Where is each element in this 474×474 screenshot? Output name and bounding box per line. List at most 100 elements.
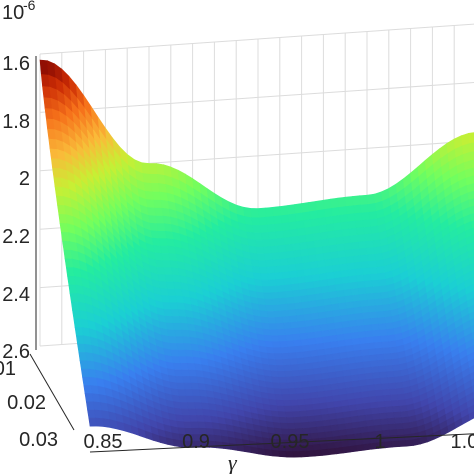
surface-patch bbox=[277, 244, 287, 254]
surface-patch bbox=[286, 257, 296, 266]
surface-patch bbox=[334, 229, 344, 239]
surface bbox=[39, 59, 474, 458]
surface-patch bbox=[267, 223, 277, 233]
surface-patch bbox=[293, 295, 303, 304]
surface-patch bbox=[471, 159, 474, 169]
surface-patch bbox=[294, 256, 304, 265]
surface-patch bbox=[320, 238, 330, 248]
surface-patch bbox=[470, 213, 474, 222]
surface-patch bbox=[275, 278, 285, 287]
surface-patch bbox=[306, 374, 316, 382]
surface-patch bbox=[367, 348, 377, 356]
surface-patch bbox=[469, 371, 474, 381]
surface-patch bbox=[270, 291, 280, 300]
surface-patch bbox=[316, 209, 326, 219]
surface-patch bbox=[274, 316, 284, 325]
surface-patch bbox=[348, 275, 358, 284]
surface-patch bbox=[337, 250, 347, 259]
surface-patch bbox=[364, 280, 373, 289]
surface-patch bbox=[281, 394, 291, 401]
surface-patch bbox=[276, 284, 286, 293]
surface-patch bbox=[309, 385, 318, 394]
surface-patch bbox=[295, 212, 305, 223]
surface-patch bbox=[261, 239, 271, 248]
surface-patch bbox=[379, 412, 388, 420]
surface-patch bbox=[401, 416, 410, 424]
surface-patch bbox=[367, 253, 377, 262]
surface-patch bbox=[403, 428, 412, 436]
surface-patch bbox=[339, 263, 349, 272]
surface-patch bbox=[332, 214, 342, 225]
surface-patch bbox=[270, 370, 280, 378]
surface-patch bbox=[303, 313, 313, 322]
surface-patch bbox=[375, 304, 385, 313]
surface-patch bbox=[282, 229, 292, 239]
surface-patch bbox=[338, 206, 348, 216]
surface-patch bbox=[294, 387, 304, 395]
surface-patch bbox=[150, 183, 161, 193]
surface-patch bbox=[280, 214, 290, 224]
surface-patch bbox=[377, 317, 387, 325]
surface-patch bbox=[161, 253, 171, 261]
surface-patch bbox=[467, 248, 474, 259]
surface-patch bbox=[269, 238, 279, 247]
surface-patch bbox=[282, 358, 292, 366]
surface-patch bbox=[324, 430, 334, 439]
surface-patch bbox=[391, 358, 401, 366]
surface-patch bbox=[268, 279, 278, 287]
surface-patch bbox=[397, 393, 407, 401]
surface-patch bbox=[383, 310, 393, 318]
surface-patch bbox=[280, 264, 290, 273]
z-multiplier-exponent: -6 bbox=[23, 0, 36, 13]
surface-patch bbox=[465, 234, 474, 246]
surface-patch bbox=[470, 151, 474, 161]
surface-patch bbox=[291, 283, 301, 292]
surface-patch bbox=[395, 423, 404, 430]
surface-patch bbox=[361, 261, 371, 269]
surface-patch bbox=[298, 234, 308, 244]
surface-patch bbox=[334, 447, 344, 455]
surface-patch bbox=[341, 276, 351, 285]
surface-patch bbox=[277, 370, 287, 378]
surface-patch bbox=[373, 335, 382, 344]
surface-patch bbox=[367, 299, 376, 307]
surface-patch bbox=[362, 318, 372, 326]
surface-patch bbox=[257, 207, 267, 219]
surface-patch bbox=[286, 417, 295, 424]
surface-patch bbox=[384, 441, 393, 449]
surface-patch bbox=[276, 237, 286, 247]
surface-patch bbox=[348, 227, 358, 237]
surface-patch bbox=[153, 199, 163, 209]
surface-patch bbox=[370, 273, 380, 282]
surface-patch bbox=[148, 163, 158, 175]
surface-patch bbox=[298, 404, 307, 412]
y-tick-label: 0.03 bbox=[19, 429, 58, 451]
surface-patch bbox=[304, 398, 313, 406]
surface-patch bbox=[255, 246, 265, 255]
surface-patch bbox=[290, 235, 300, 245]
surface-patch bbox=[331, 207, 341, 217]
surface-patch bbox=[358, 241, 368, 250]
surface-patch bbox=[385, 406, 394, 414]
surface-patch bbox=[371, 279, 381, 288]
surface-patch bbox=[304, 362, 314, 370]
surface-patch bbox=[267, 317, 277, 325]
surface-patch bbox=[352, 195, 362, 207]
surface-patch bbox=[374, 389, 384, 397]
surface-patch bbox=[285, 376, 295, 384]
surface-patch bbox=[389, 388, 398, 396]
surface-patch bbox=[300, 295, 310, 303]
surface-patch bbox=[373, 292, 383, 300]
surface-patch bbox=[260, 273, 270, 281]
surface-patch bbox=[287, 387, 297, 395]
surface-patch bbox=[370, 366, 380, 374]
surface-patch bbox=[346, 213, 356, 223]
surface-patch bbox=[317, 216, 327, 227]
surface-patch bbox=[350, 288, 360, 296]
surface-patch bbox=[313, 409, 323, 417]
surface-patch bbox=[364, 372, 374, 381]
surface-patch bbox=[296, 220, 306, 230]
surface-patch bbox=[469, 263, 474, 273]
surface-patch bbox=[372, 377, 382, 386]
surface-patch bbox=[467, 304, 474, 315]
